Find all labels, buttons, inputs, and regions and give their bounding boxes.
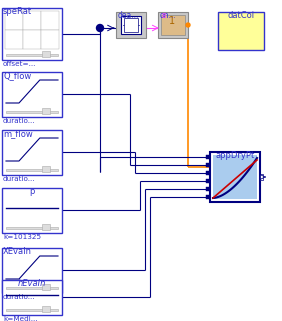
Bar xyxy=(5,30,23,49)
Bar xyxy=(121,16,141,34)
Bar xyxy=(42,166,50,172)
Circle shape xyxy=(186,23,190,27)
Bar xyxy=(42,108,50,114)
Bar xyxy=(6,54,58,56)
Bar xyxy=(5,11,23,30)
Bar xyxy=(116,12,146,38)
Bar xyxy=(42,224,50,230)
Bar xyxy=(206,163,210,167)
Bar xyxy=(2,72,62,117)
Bar xyxy=(206,171,210,175)
Bar xyxy=(213,155,257,199)
Bar xyxy=(6,309,58,311)
Bar xyxy=(2,8,62,60)
Text: B: B xyxy=(161,13,166,19)
Bar xyxy=(6,169,58,171)
Bar xyxy=(218,12,264,50)
Bar xyxy=(158,12,188,38)
Bar xyxy=(161,15,185,35)
Bar xyxy=(2,130,62,175)
Circle shape xyxy=(96,24,103,31)
Bar xyxy=(42,306,50,312)
Bar xyxy=(23,11,41,30)
Text: Q_flow: Q_flow xyxy=(3,71,31,80)
Bar xyxy=(206,179,210,183)
Text: appDryPt: appDryPt xyxy=(215,151,255,160)
Text: duratio...: duratio... xyxy=(3,118,36,124)
Bar xyxy=(5,11,59,49)
Bar xyxy=(41,30,59,49)
Text: datCoi: datCoi xyxy=(228,11,255,20)
Bar xyxy=(206,155,210,159)
Text: m_flow: m_flow xyxy=(3,129,33,138)
Bar xyxy=(23,30,41,49)
Bar xyxy=(206,187,210,191)
Text: p: p xyxy=(29,187,35,196)
Bar xyxy=(124,18,138,32)
Text: duratio...: duratio... xyxy=(3,176,36,182)
Bar xyxy=(260,174,263,180)
Bar xyxy=(2,280,62,315)
Text: offset=...: offset=... xyxy=(3,61,36,67)
Text: duratio...: duratio... xyxy=(3,294,36,300)
Text: XEvaIn: XEvaIn xyxy=(3,247,32,256)
Text: k=101325: k=101325 xyxy=(3,234,41,240)
Bar xyxy=(6,227,58,229)
Text: on...: on... xyxy=(160,11,177,20)
Bar xyxy=(6,111,58,113)
Text: dea...: dea... xyxy=(118,11,139,20)
Bar xyxy=(210,152,260,202)
Text: hEvaIn: hEvaIn xyxy=(18,279,46,288)
Bar xyxy=(206,195,210,199)
Bar xyxy=(6,287,58,289)
Bar xyxy=(2,188,62,233)
Text: k=Medi...: k=Medi... xyxy=(3,316,38,321)
Bar xyxy=(41,11,59,30)
Bar xyxy=(2,248,62,293)
Text: 1: 1 xyxy=(169,16,175,26)
Bar xyxy=(42,51,50,57)
Text: speRat: speRat xyxy=(3,7,32,16)
Bar xyxy=(42,284,50,290)
